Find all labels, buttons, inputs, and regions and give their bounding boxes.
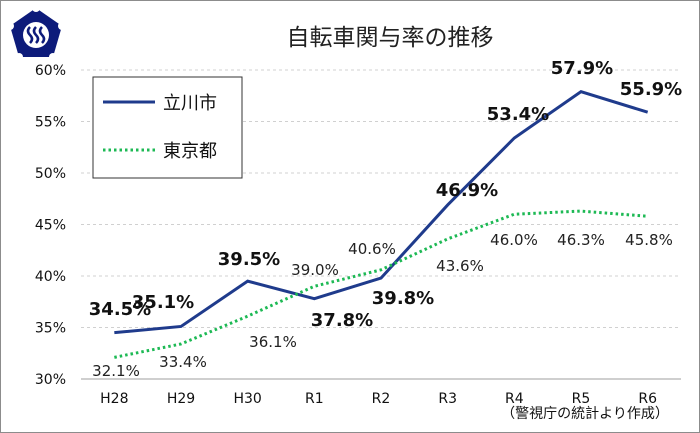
data-label-tachikawa: 37.8%	[311, 310, 373, 331]
x-tick-label: R3	[438, 391, 457, 407]
data-label-tokyo: 46.0%	[490, 231, 538, 249]
y-tick-label: 55%	[35, 115, 66, 131]
data-label-tokyo: 32.1%	[92, 362, 140, 380]
y-tick-label: 50%	[35, 166, 66, 182]
legend-label-tokyo: 東京都	[163, 141, 217, 162]
data-label-tachikawa: 35.1%	[132, 292, 194, 313]
y-tick-label: 40%	[35, 269, 66, 285]
x-tick-label: R2	[372, 391, 391, 407]
data-label-tokyo: 40.6%	[348, 240, 396, 258]
y-tick-label: 30%	[35, 372, 66, 388]
data-label-tachikawa: 53.4%	[487, 104, 549, 125]
data-label-tachikawa: 46.9%	[436, 180, 498, 201]
x-tick-label: R1	[305, 391, 324, 407]
data-label-tachikawa: 55.9%	[620, 79, 682, 100]
data-label-tokyo: 46.3%	[557, 231, 605, 249]
data-label-tachikawa: 57.9%	[551, 58, 613, 79]
y-tick-label: 60%	[35, 63, 66, 79]
data-label-tachikawa: 39.8%	[372, 288, 434, 309]
legend: 立川市 東京都	[92, 76, 243, 179]
data-label-tokyo: 39.0%	[291, 261, 339, 279]
series-line-tachikawa	[114, 89, 649, 335]
x-tick-label: R4	[505, 391, 524, 407]
data-label-tokyo: 43.6%	[436, 257, 484, 275]
data-label-tachikawa: 34.5%	[89, 299, 151, 320]
data-label-tachikawa: 39.5%	[218, 249, 280, 270]
y-tick-label: 45%	[35, 218, 66, 234]
data-label-tokyo: 36.1%	[249, 333, 297, 351]
x-tick-label: R6	[638, 391, 657, 407]
legend-label-tachikawa: 立川市	[163, 93, 217, 114]
chart-title: 自転車関与率の推移	[287, 25, 494, 51]
city-emblem-logo	[6, 4, 66, 61]
data-label-tokyo: 33.4%	[159, 353, 207, 371]
x-tick-label: H29	[167, 391, 195, 407]
series-line-tokyo	[114, 209, 648, 359]
x-tick-label: H30	[233, 391, 261, 407]
source-note: （警視庁の統計より作成）	[501, 406, 669, 422]
y-tick-label: 35%	[35, 321, 66, 337]
x-tick-label: R5	[572, 391, 591, 407]
x-tick-label: H28	[100, 391, 128, 407]
data-label-tokyo: 45.8%	[625, 231, 673, 249]
